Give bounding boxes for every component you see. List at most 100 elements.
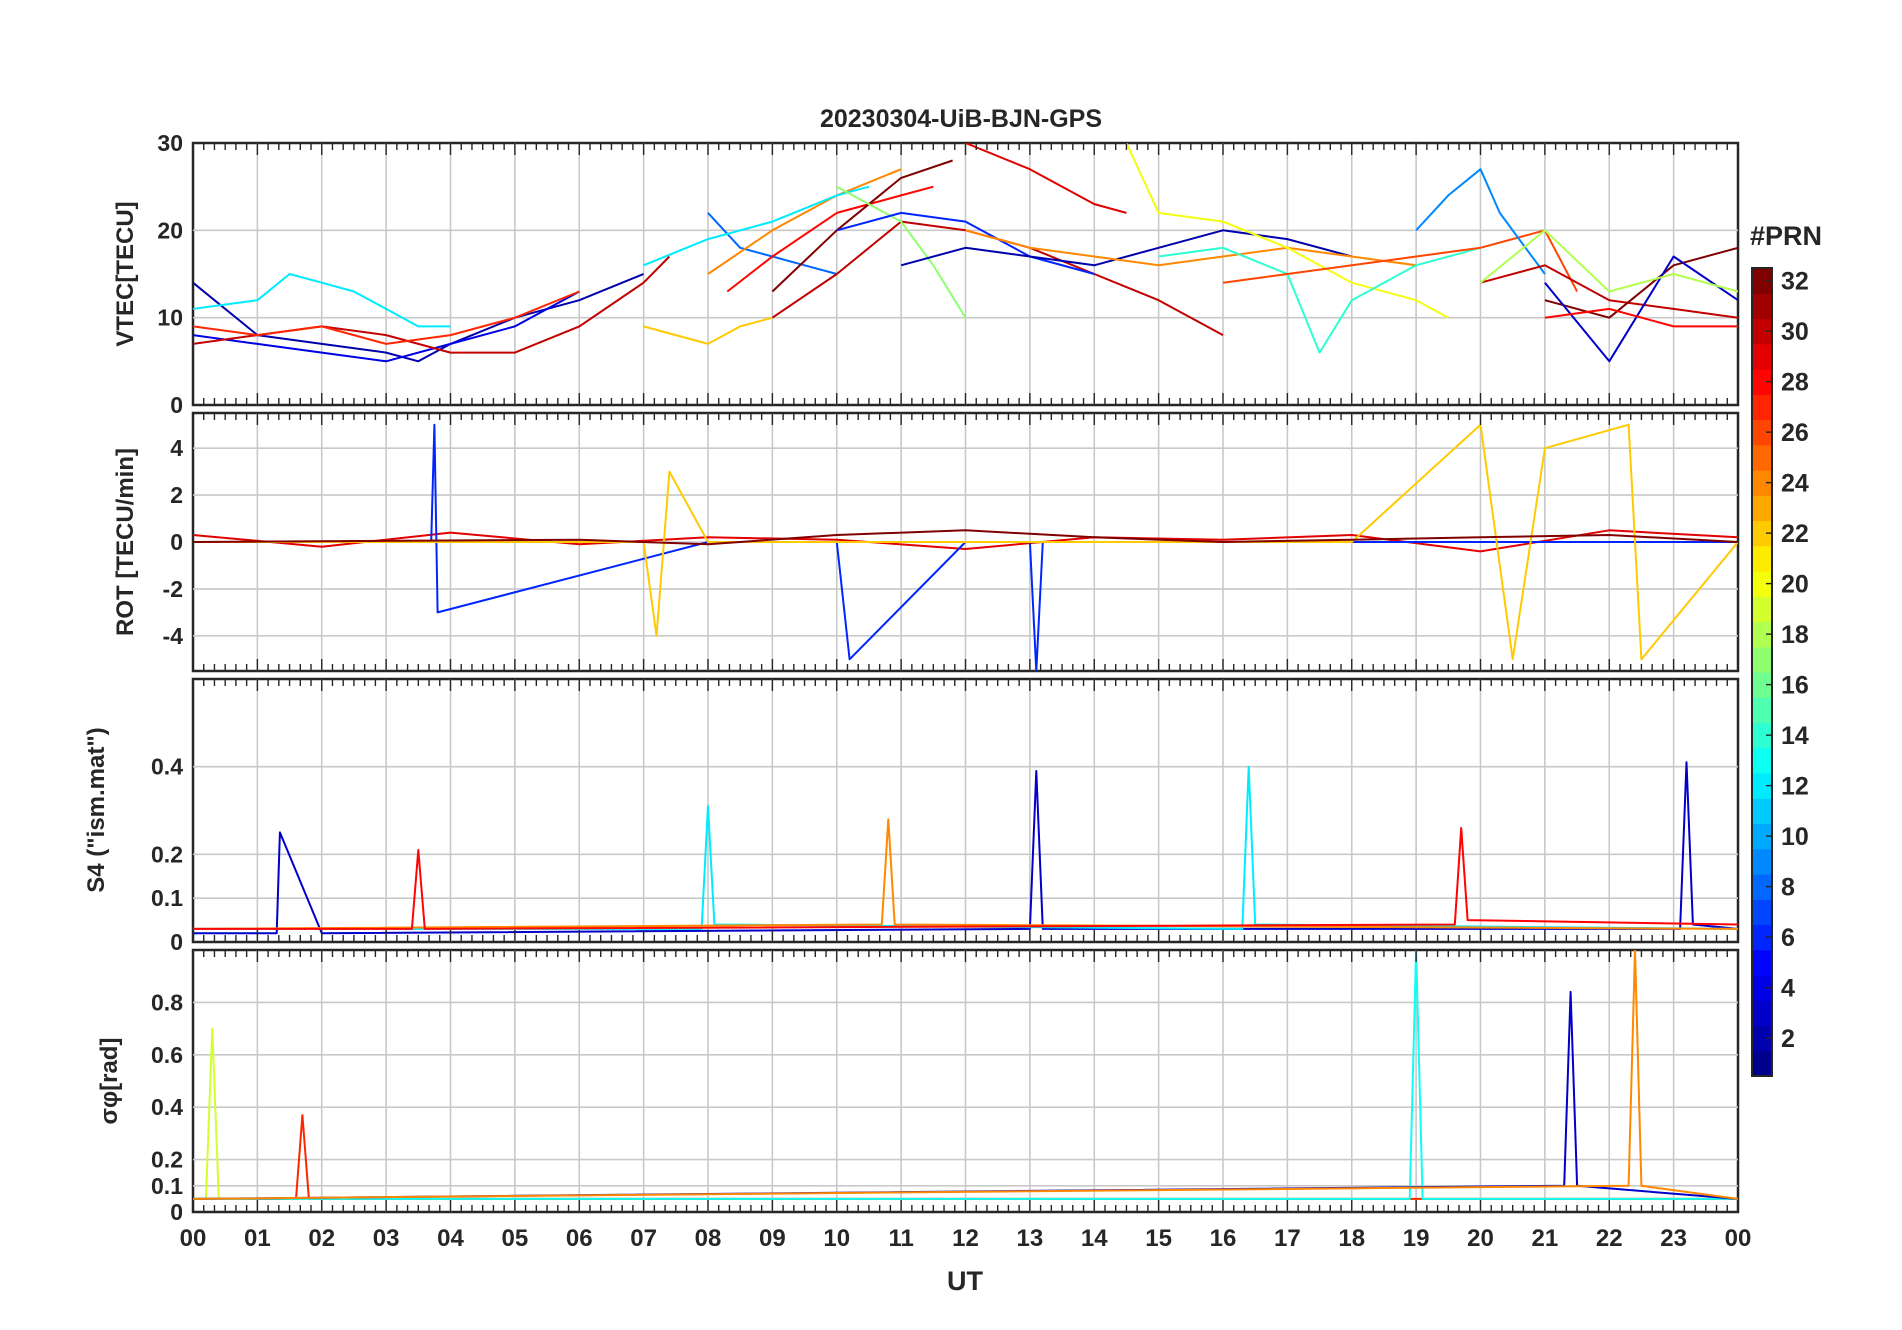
y-tick-label: 10 <box>157 305 183 331</box>
colorbar-tick-label: 26 <box>1781 419 1809 447</box>
series-line <box>643 316 773 345</box>
colorbar-tick-label: 6 <box>1781 924 1795 952</box>
colorbar-band <box>1752 495 1772 522</box>
colorbar-band <box>1752 1000 1772 1027</box>
colorbar-band <box>1752 646 1772 673</box>
series-line <box>193 273 644 363</box>
s4-grid <box>193 679 1738 942</box>
y-tick-label: 4 <box>170 435 183 461</box>
colorbar-tick-label: 20 <box>1781 571 1809 599</box>
series-line <box>1415 168 1546 275</box>
x-tick-label: 11 <box>888 1225 913 1252</box>
x-tick-label: 04 <box>437 1225 464 1252</box>
colorbar-band <box>1752 419 1772 446</box>
rot-ylabel: ROT [TECU/min] <box>112 448 139 636</box>
colorbar-tick-label: 30 <box>1781 318 1809 346</box>
y-tick-label: 2 <box>170 482 183 508</box>
y-tick-label: 0 <box>170 1199 183 1225</box>
panel-rot: -4 -2 0 2 4 ROT [TECU/min] <box>112 411 1740 673</box>
colorbar-band <box>1752 722 1772 749</box>
x-tick-label: 19 <box>1403 1225 1430 1252</box>
sigma-ticks: 00.10.2 0.4 0.6 0.8 <box>151 950 1739 1225</box>
series-line <box>1544 246 1738 319</box>
x-tick-label: 18 <box>1338 1225 1365 1252</box>
x-tick-label: 22 <box>1596 1225 1623 1252</box>
colorbar-band <box>1752 369 1772 395</box>
y-tick-label: 20 <box>157 217 183 243</box>
x-tick-label: 06 <box>566 1225 593 1252</box>
rot-ticks: -4 -2 0 2 4 <box>163 413 1739 671</box>
colorbar-band <box>1752 470 1772 496</box>
colorbar-band <box>1752 343 1772 370</box>
y-tick-label: 0.1 <box>151 1173 183 1199</box>
colorbar-bands <box>1752 268 1772 1077</box>
x-tick-label: 03 <box>373 1225 400 1252</box>
series-line <box>836 211 1095 275</box>
x-tick-label: 21 <box>1532 1225 1559 1252</box>
y-tick-label: 30 <box>157 130 183 156</box>
x-tick-label: 05 <box>502 1225 529 1252</box>
series-line <box>1480 264 1738 319</box>
series-line <box>1479 229 1738 293</box>
x-tick-label: 10 <box>823 1225 850 1252</box>
colorbar-band <box>1752 621 1772 648</box>
colorbar-tick-label: 32 <box>1781 268 1809 296</box>
x-tick-label: 02 <box>308 1225 335 1252</box>
series-line <box>726 185 934 293</box>
chart-title: 20230304-UiB-BJN-GPS <box>820 105 1102 133</box>
series-line <box>193 950 1738 1200</box>
series-line <box>836 185 967 319</box>
panel-vtec: 0 10 20 30 VTEC[TECU] <box>112 130 1740 418</box>
colorbar-tick-label: 10 <box>1781 823 1809 851</box>
x-tick-label: 01 <box>244 1225 271 1252</box>
x-tick-labels: 00 01 02 03 04 05 06 07 08 09 10 11 12 13 14 15 16 17 18 19… <box>180 1225 1752 1252</box>
series-line <box>1125 143 1449 319</box>
y-tick-label: -2 <box>163 576 183 602</box>
colorbar-tick-label: 24 <box>1781 470 1809 498</box>
series-line <box>1158 246 1481 354</box>
colorbar-band <box>1752 1050 1772 1077</box>
sigma-grid <box>193 950 1738 1212</box>
series-line <box>193 423 1738 661</box>
series-line <box>1544 307 1738 328</box>
colorbar-tick-label: 14 <box>1781 722 1809 750</box>
x-tick-label: 00 <box>1725 1225 1752 1252</box>
colorbar-band <box>1752 520 1772 547</box>
panel-s4: 0 0.1 0.2 0.4 S4 ("ism.mat") <box>83 677 1740 955</box>
x-tick-label: 12 <box>952 1225 979 1252</box>
colorbar-band <box>1752 596 1772 623</box>
series-line <box>193 290 580 363</box>
y-tick-label: 0.4 <box>151 754 183 780</box>
x-tick-label: 14 <box>1081 1225 1108 1252</box>
series-line <box>193 529 1738 553</box>
colorbar-title: #PRN <box>1750 221 1822 251</box>
colorbar-band <box>1752 823 1772 850</box>
y-tick-label: 0.2 <box>151 1147 183 1173</box>
y-tick-label: 0.8 <box>151 989 183 1015</box>
y-tick-label: -4 <box>163 623 184 649</box>
x-tick-label: 15 <box>1145 1225 1172 1252</box>
colorbar-tick-label: 2 <box>1781 1025 1795 1053</box>
rot-series <box>193 423 1738 671</box>
colorbar-tick-label: 8 <box>1781 874 1795 902</box>
sigma-ylabel: σφ[rad] <box>96 1038 123 1125</box>
colorbar-band <box>1752 318 1772 345</box>
s4-series <box>193 761 1738 935</box>
series-line <box>193 273 451 328</box>
x-tick-label: 23 <box>1660 1225 1687 1252</box>
sigma-series <box>193 950 1738 1200</box>
series-line <box>900 229 1353 267</box>
series-line <box>193 529 1738 546</box>
x-tick-label: 13 <box>1017 1225 1044 1252</box>
colorbar-band <box>1752 545 1772 572</box>
x-tick-label: 16 <box>1210 1225 1237 1252</box>
colorbar-band <box>1752 672 1772 698</box>
colorbar-band <box>1752 293 1772 320</box>
colorbar-tick-label: 18 <box>1781 621 1809 649</box>
colorbar-band <box>1752 899 1772 926</box>
colorbar-band <box>1752 924 1772 951</box>
x-tick-label: 09 <box>759 1225 786 1252</box>
x-tick-label: 00 <box>180 1225 207 1252</box>
